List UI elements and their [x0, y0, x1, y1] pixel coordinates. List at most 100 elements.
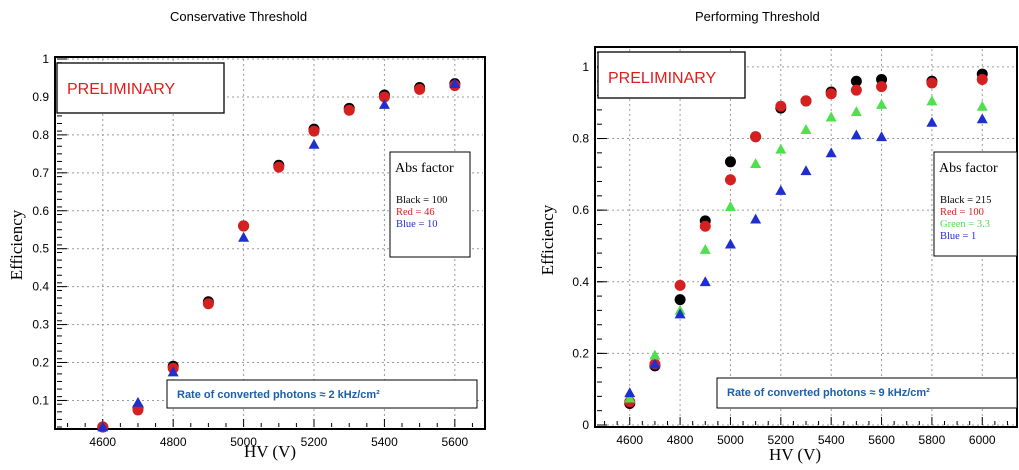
x-tick-label: 5600 — [441, 435, 468, 449]
data-point-triangle — [699, 276, 711, 287]
x-tick-label: 5000 — [230, 435, 257, 449]
data-point-triangle — [649, 358, 661, 369]
legend-box — [389, 151, 471, 258]
data-point-circle — [132, 404, 144, 416]
data-point-circle — [699, 220, 711, 232]
legend-entry: Blue = 1 — [940, 231, 976, 242]
y-tick-label: 0 — [582, 418, 589, 432]
data-point-triangle — [649, 349, 661, 360]
y-tick-label: 0.3 — [32, 318, 49, 332]
data-point-triangle — [624, 392, 636, 403]
y-tick-label: 0.4 — [32, 280, 49, 294]
data-point-triangle — [724, 238, 736, 249]
data-point-triangle — [876, 99, 888, 109]
data-point-triangle — [825, 111, 837, 122]
y-tick-label: 1 — [582, 60, 589, 74]
data-point-circle — [926, 77, 938, 89]
data-point-circle — [976, 73, 988, 85]
data-point-triangle — [699, 244, 711, 254]
data-point-triangle — [378, 99, 390, 109]
data-point-triangle — [926, 116, 938, 127]
data-point-triangle — [97, 421, 109, 432]
chart-title-performing: Performing Threshold — [695, 9, 820, 24]
data-point-circle — [674, 279, 686, 291]
x-tick-label: 4600 — [89, 435, 116, 449]
y-tick-label: 0.7 — [32, 166, 49, 180]
data-point-triangle — [674, 308, 686, 319]
data-point-circle — [238, 220, 250, 232]
rate-annotation: Rate of converted photons ≈ 9 kHz/cm² — [727, 387, 930, 399]
rate-annotation-box — [716, 377, 1018, 409]
y-tick-label: 0.2 — [32, 356, 49, 370]
data-point-circle — [414, 83, 426, 95]
data-point-triangle — [976, 100, 988, 111]
x-axis-label: HV (V) — [769, 445, 821, 464]
x-tick-label: 5200 — [767, 433, 794, 447]
data-point-triangle — [167, 366, 179, 377]
x-tick-label: 4800 — [667, 433, 694, 447]
y-tick-label: 0.4 — [572, 275, 589, 289]
y-tick-label: 0.6 — [572, 203, 589, 217]
legend-entry: Red = 100 — [940, 207, 984, 218]
data-point-circle — [202, 298, 214, 310]
preliminary-label: PRELIMINARY — [67, 81, 176, 98]
y-tick-label: 0.5 — [32, 242, 49, 256]
preliminary-box — [597, 51, 746, 99]
x-tick-label: 4600 — [616, 433, 643, 447]
y-axis-label: Efficiency — [7, 209, 26, 280]
legend-title: Abs factor — [395, 161, 454, 176]
data-point-triangle — [624, 387, 636, 398]
legend-entry: Black = 100 — [396, 195, 447, 206]
data-point-circle — [750, 131, 762, 143]
data-point-circle — [308, 125, 320, 137]
data-point-triangle — [775, 184, 787, 195]
y-tick-label: 0.9 — [32, 90, 49, 104]
data-point-triangle — [850, 129, 862, 140]
data-point-circle — [378, 91, 390, 103]
data-point-triangle — [238, 231, 250, 242]
rate-annotation-box — [166, 379, 478, 409]
data-point-circle — [876, 81, 888, 93]
data-point-circle — [674, 294, 686, 306]
data-point-triangle — [775, 143, 787, 154]
data-point-triangle — [750, 158, 762, 168]
data-point-circle — [775, 100, 787, 112]
data-point-triangle — [850, 106, 862, 117]
data-point-triangle — [132, 396, 144, 407]
chart-title-conservative: Conservative Threshold — [170, 9, 308, 24]
data-point-circle — [724, 156, 736, 168]
data-point-triangle — [750, 213, 762, 224]
x-tick-label: 5400 — [818, 433, 845, 447]
data-point-triangle — [308, 138, 320, 149]
data-point-circle — [800, 95, 812, 107]
x-axis-label: HV (V) — [244, 442, 296, 461]
x-tick-label: 6000 — [969, 433, 996, 447]
y-tick-label: 0.6 — [32, 204, 49, 218]
x-tick-label: 5800 — [919, 433, 946, 447]
legend-entry: Blue = 10 — [396, 219, 438, 230]
x-tick-label: 4800 — [160, 435, 187, 449]
data-point-circle — [850, 84, 862, 96]
chart-conservative-threshold: 4600 4800 5000 5200 5400 5600 0.1 0.2 0.3 0.4 0.5 0… — [7, 52, 486, 461]
preliminary-box — [56, 62, 225, 114]
y-tick-label: 0.8 — [572, 132, 589, 146]
data-point-triangle — [926, 95, 938, 106]
data-point-triangle — [976, 113, 988, 124]
data-point-triangle — [724, 201, 736, 211]
data-point-circle — [273, 161, 285, 173]
legend-entry: Black = 215 — [940, 195, 991, 206]
data-point-triangle — [800, 124, 812, 134]
rate-annotation: Rate of converted photons ≈ 2 kHz/cm² — [177, 389, 380, 401]
data-point-circle — [850, 75, 862, 87]
y-tick-label: 0.8 — [32, 128, 49, 142]
data-point-triangle — [449, 78, 461, 89]
legend-entry: Red = 46 — [396, 207, 435, 218]
x-tick-label: 5600 — [868, 433, 895, 447]
legend-entry: Green = 3.3 — [940, 219, 990, 230]
data-point-triangle — [825, 147, 837, 158]
y-tick-label: 0.1 — [32, 393, 49, 407]
y-axis-label: Efficiency — [538, 204, 557, 275]
preliminary-label: PRELIMINARY — [608, 70, 717, 87]
data-point-circle — [724, 174, 736, 186]
y-tick-label: 0.2 — [572, 346, 589, 360]
